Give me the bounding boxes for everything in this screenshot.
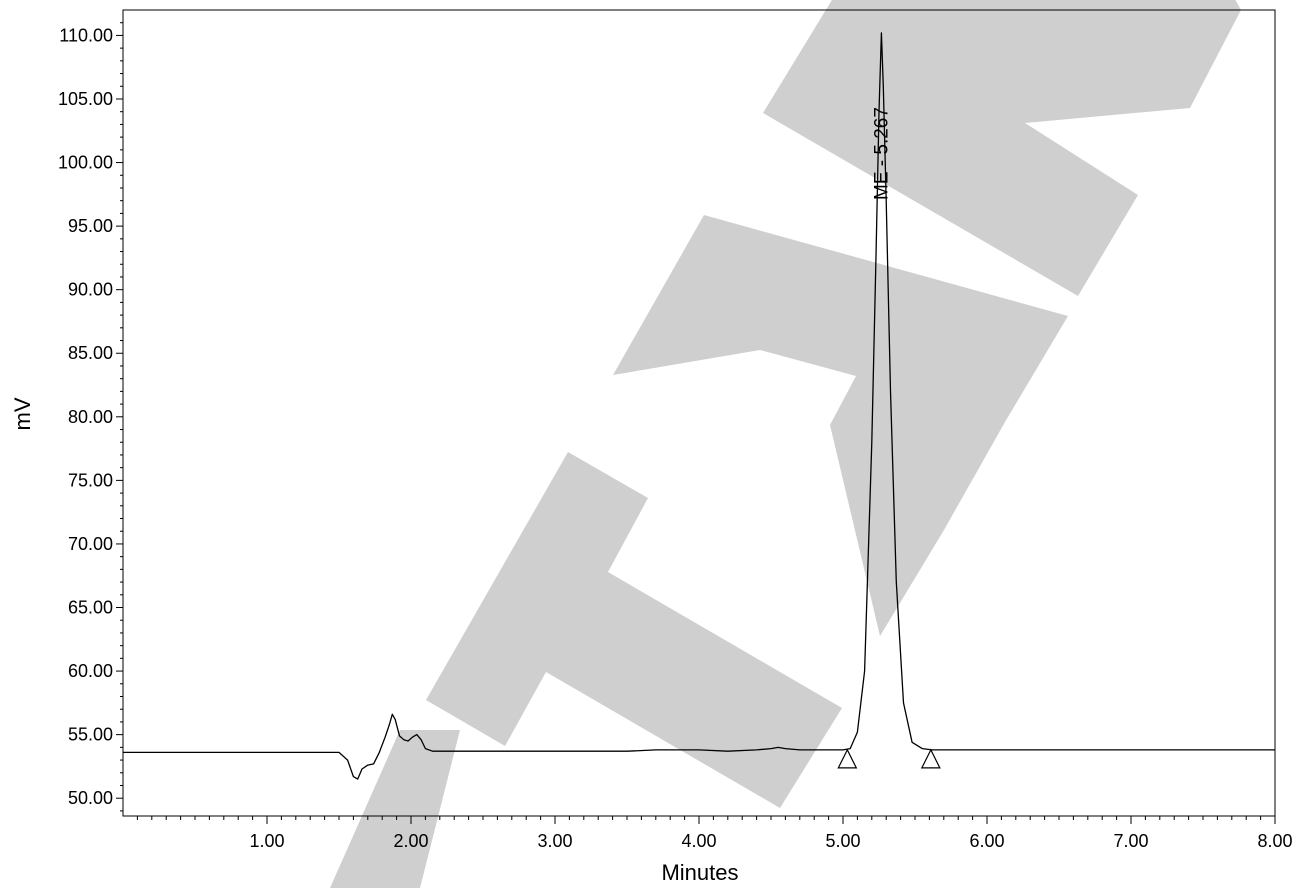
y-tick-label: 105.00 bbox=[58, 89, 113, 109]
y-tick-label: 75.00 bbox=[68, 470, 113, 490]
peak-label: ME - 5.267 bbox=[871, 107, 892, 200]
watermark-stroke-2 bbox=[613, 215, 1068, 636]
y-tick-label: 100.00 bbox=[58, 153, 113, 173]
x-tick-label: 1.00 bbox=[249, 831, 284, 851]
baseline-marker-triangle bbox=[837, 748, 858, 769]
series-layer bbox=[123, 32, 1275, 780]
baseline-markers bbox=[837, 748, 941, 769]
chromatogram-trace bbox=[123, 32, 1275, 780]
y-tick-label: 110.00 bbox=[59, 25, 113, 45]
watermark bbox=[330, 0, 1241, 888]
y-tick-label: 70.00 bbox=[68, 534, 113, 554]
x-tick-label: 5.00 bbox=[825, 831, 860, 851]
x-tick-label: 2.00 bbox=[393, 831, 428, 851]
y-tick-label: 55.00 bbox=[68, 725, 113, 745]
baseline-marker-triangle bbox=[920, 748, 941, 769]
y-tick-label: 95.00 bbox=[68, 216, 113, 236]
y-tick-label: 65.00 bbox=[68, 598, 113, 618]
watermark-stroke-4 bbox=[330, 730, 460, 888]
x-tick-label: 7.00 bbox=[1113, 831, 1148, 851]
y-tick-label: 85.00 bbox=[68, 343, 113, 363]
x-tick-label: 4.00 bbox=[681, 831, 716, 851]
y-tick-label: 90.00 bbox=[68, 280, 113, 300]
x-axis-ticks: 1.00 2.00 3.00 4.00 5.00 6.00 7.00 8.00 bbox=[136, 816, 1293, 851]
y-tick-label: 80.00 bbox=[68, 407, 113, 427]
x-tick-label: 8.00 bbox=[1257, 831, 1292, 851]
y-axis-title: mV bbox=[10, 397, 35, 430]
y-tick-label: 60.00 bbox=[68, 661, 113, 681]
y-tick-label: 50.00 bbox=[68, 788, 113, 808]
x-tick-label: 6.00 bbox=[969, 831, 1004, 851]
x-tick-label: 3.00 bbox=[537, 831, 572, 851]
watermark-stroke-1 bbox=[426, 452, 842, 808]
x-axis-title: Minutes bbox=[661, 860, 738, 885]
y-axis-ticks: 50.00 55.00 60.00 65.00 70.00 75.00 80.00 85.00… bbox=[58, 22, 123, 812]
